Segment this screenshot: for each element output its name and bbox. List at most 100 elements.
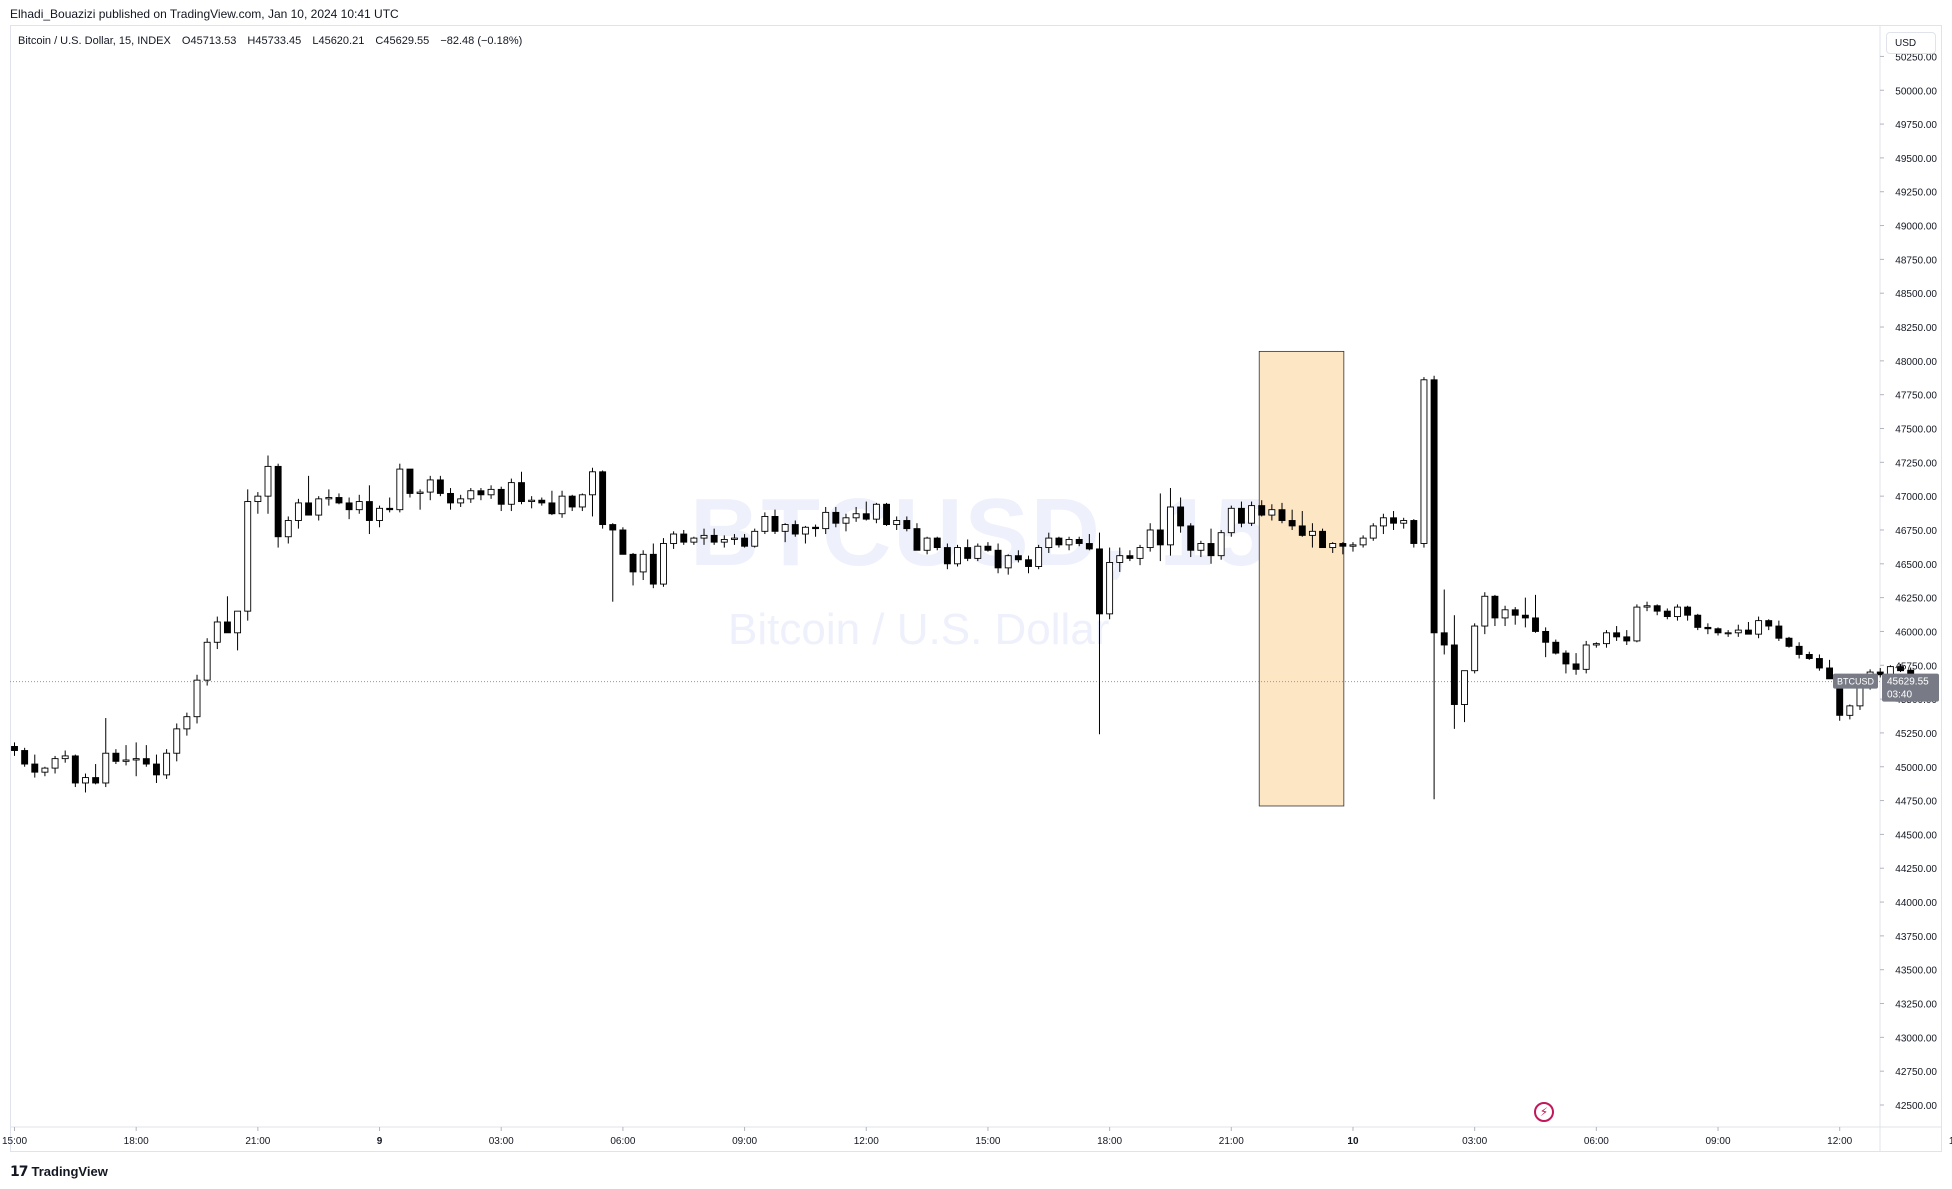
candle-body xyxy=(548,502,556,515)
candle xyxy=(41,766,49,777)
candle-body xyxy=(852,513,860,519)
candle xyxy=(1096,532,1103,735)
x-tick-label: 03:00 xyxy=(1462,1136,1487,1147)
ticker-tag-bg xyxy=(1833,673,1878,689)
candle xyxy=(862,501,870,521)
candle xyxy=(1663,608,1671,620)
candle-body xyxy=(639,553,647,573)
x-tick-label: 09:00 xyxy=(1706,1136,1731,1147)
candle xyxy=(355,494,363,514)
candle xyxy=(1491,594,1499,627)
lightning-icon[interactable]: ⚡ xyxy=(1534,1102,1554,1122)
candle-body xyxy=(305,502,313,516)
candle-body xyxy=(954,547,961,565)
candle-body xyxy=(1491,595,1499,619)
candle-body xyxy=(203,641,211,681)
y-tick-label: 43250.00 xyxy=(1895,1000,1937,1011)
candle xyxy=(994,543,1002,574)
candle xyxy=(568,494,576,512)
candle xyxy=(943,543,951,570)
candle-body xyxy=(153,763,160,776)
candle-body xyxy=(781,524,789,532)
x-tick-label: 18:00 xyxy=(124,1136,149,1147)
y-tick-label: 47000.00 xyxy=(1895,492,1937,503)
candle-body xyxy=(1187,525,1195,551)
candle-body xyxy=(1805,654,1813,659)
publisher-line: Elhadi_Bouazizi published on TradingView… xyxy=(10,7,399,21)
candle-body xyxy=(244,501,252,612)
candle xyxy=(1288,509,1296,530)
candle-body xyxy=(730,537,738,540)
candle-body xyxy=(1278,509,1286,521)
candle-body xyxy=(589,471,596,496)
brand[interactable]: 𝟭𝟳 TradingView xyxy=(10,1163,108,1180)
candle-body xyxy=(1167,506,1174,546)
candle-body xyxy=(1288,520,1296,527)
candle xyxy=(1572,653,1580,675)
candle xyxy=(102,718,110,788)
candle xyxy=(1552,639,1560,655)
candle-body xyxy=(1106,561,1114,615)
candle xyxy=(1562,650,1570,674)
candle-body xyxy=(274,465,282,538)
candle xyxy=(1775,620,1783,641)
candle-body xyxy=(132,758,140,761)
candle-body xyxy=(1582,644,1590,670)
chart-legend: Bitcoin / U.S. Dollar, 15, INDEX O45713.… xyxy=(18,35,522,47)
currency-button[interactable]: USD xyxy=(1886,32,1936,54)
candle-body xyxy=(720,538,728,543)
candle xyxy=(1815,654,1823,671)
candle-body xyxy=(1319,530,1327,549)
candle-body xyxy=(710,534,718,543)
candle xyxy=(1461,670,1468,723)
candle-body xyxy=(325,497,333,500)
candle-body xyxy=(1390,517,1397,524)
y-tick-label: 44750.00 xyxy=(1895,797,1937,808)
candle xyxy=(578,493,586,512)
candle xyxy=(1501,605,1509,627)
candle xyxy=(1197,540,1205,558)
candle xyxy=(467,488,475,503)
candle-body xyxy=(812,526,820,530)
x-tick-label: 9 xyxy=(377,1136,383,1147)
candle xyxy=(223,596,231,634)
candle-body xyxy=(497,488,505,505)
candle-body xyxy=(142,758,150,765)
candle-body xyxy=(1096,548,1103,615)
candle-body xyxy=(1126,555,1134,559)
candle xyxy=(1116,547,1124,572)
candle xyxy=(1187,523,1195,558)
x-tick-label: 21:00 xyxy=(245,1136,270,1147)
candle xyxy=(1106,547,1114,620)
candle xyxy=(1055,536,1063,548)
candle xyxy=(832,506,840,528)
highlight-box[interactable] xyxy=(1258,350,1345,807)
candle xyxy=(1400,517,1408,529)
candle xyxy=(1045,532,1053,553)
y-tick-label: 46250.00 xyxy=(1895,594,1937,605)
candle xyxy=(1025,555,1032,574)
candle xyxy=(1258,500,1266,517)
candle-body xyxy=(690,537,698,543)
candle-body xyxy=(467,490,475,500)
legend-open-label: O xyxy=(181,35,191,47)
candle-body xyxy=(61,755,69,760)
candle xyxy=(1684,605,1692,621)
candle-body xyxy=(872,503,880,520)
candle xyxy=(487,485,495,499)
candle xyxy=(812,524,820,537)
y-tick-label: 43750.00 xyxy=(1895,932,1937,943)
candle xyxy=(548,490,556,516)
candle-body xyxy=(913,528,921,551)
candle-body xyxy=(315,498,323,516)
candle xyxy=(670,531,678,549)
candle-body xyxy=(943,547,951,565)
candle xyxy=(1379,513,1387,535)
candle-body xyxy=(862,513,870,520)
candle-body xyxy=(264,465,272,497)
candle-body xyxy=(822,511,830,530)
candle-body xyxy=(92,777,100,784)
candle xyxy=(528,496,536,509)
candle xyxy=(1339,542,1347,555)
